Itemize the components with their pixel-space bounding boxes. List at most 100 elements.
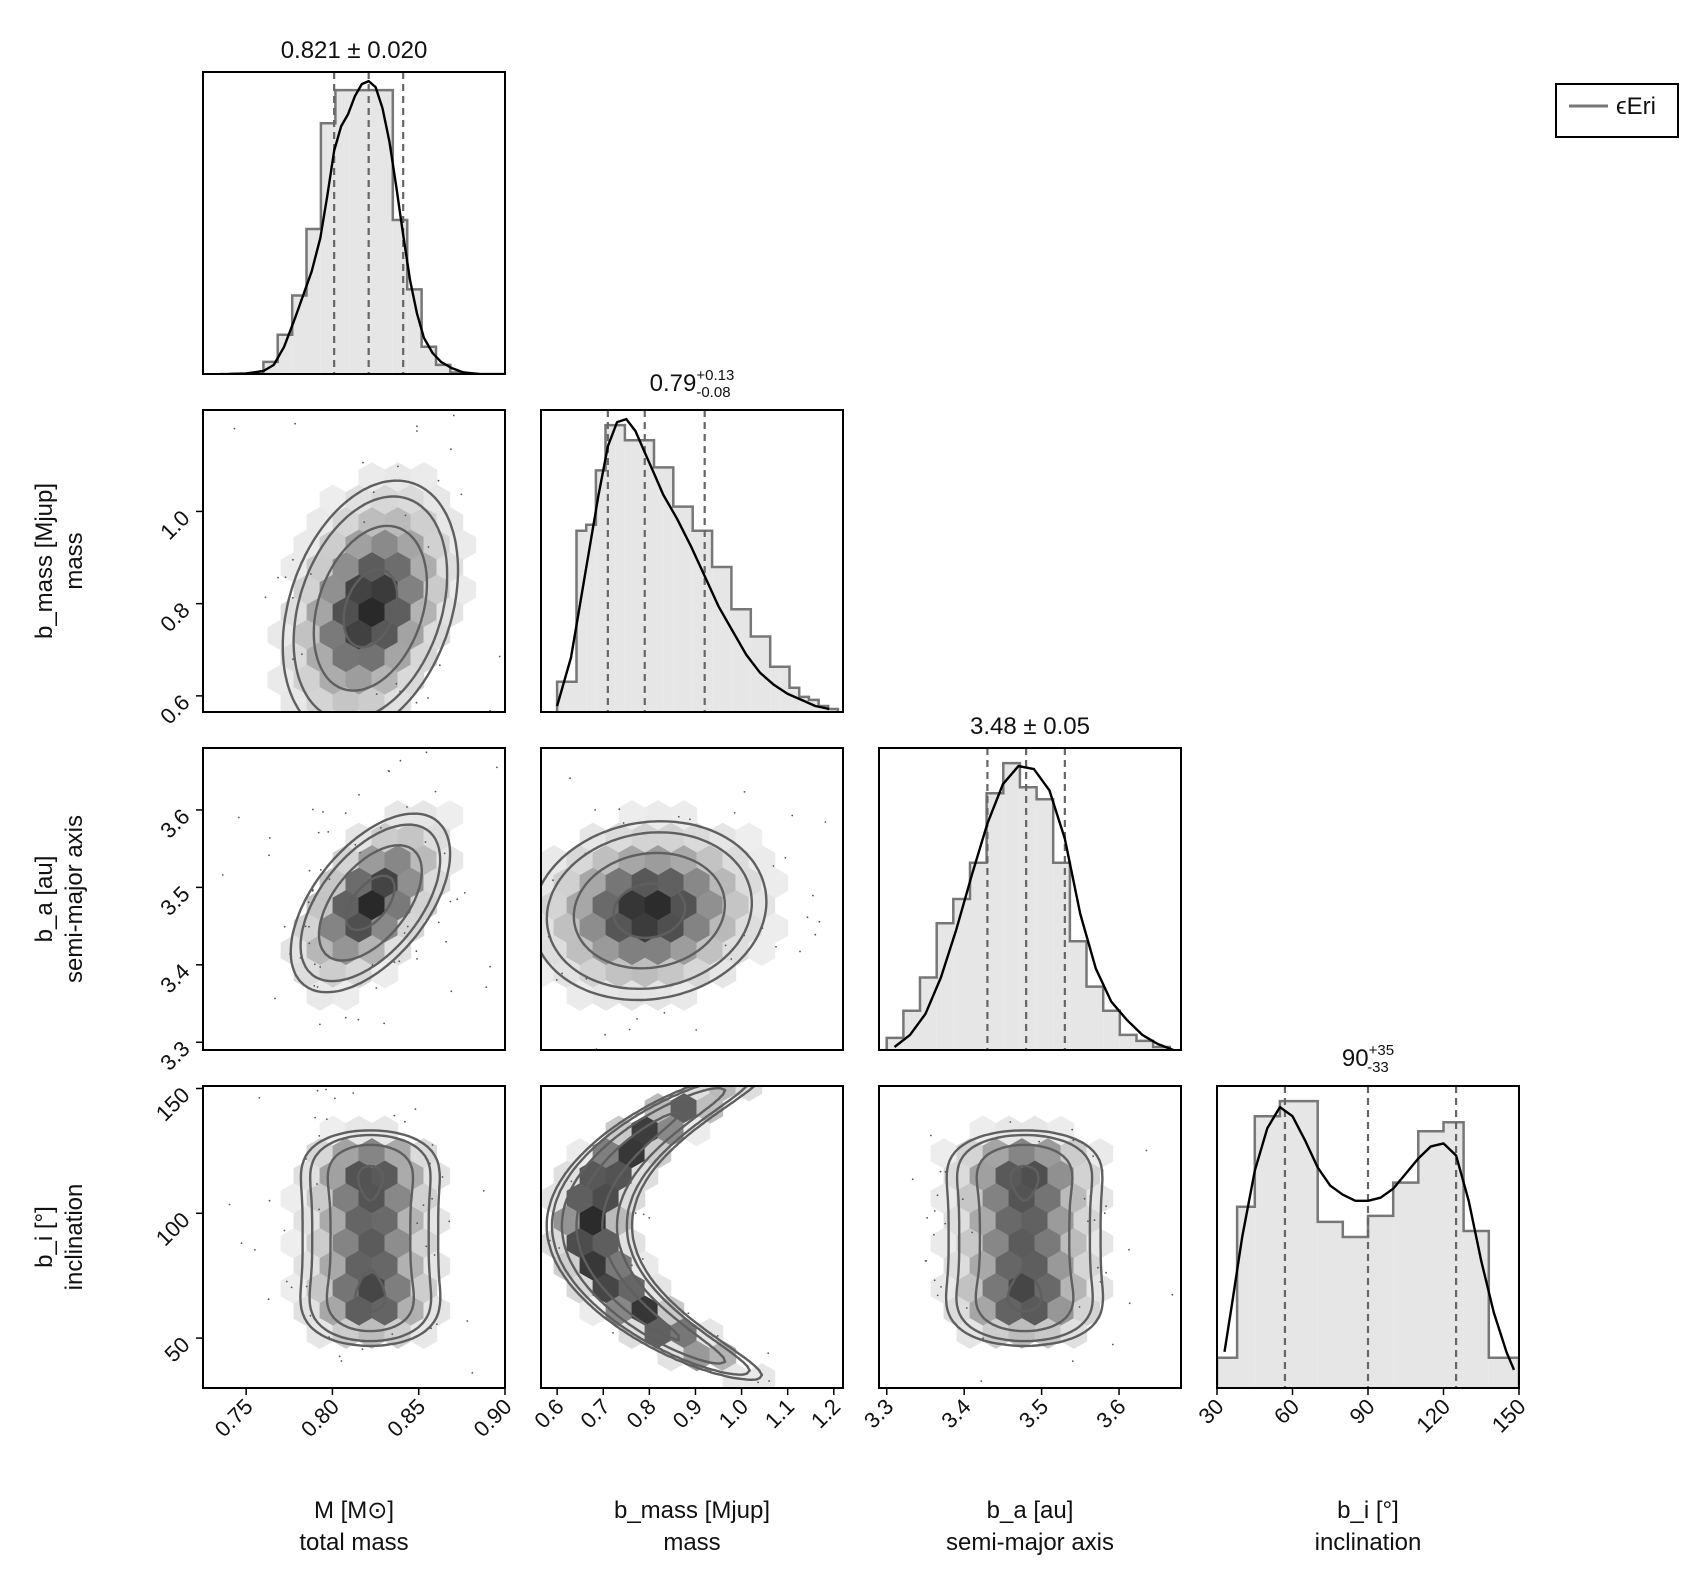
hexbin xyxy=(1047,1160,1075,1192)
sample-point xyxy=(1097,1266,1099,1269)
sample-point xyxy=(358,793,360,796)
hexbin xyxy=(345,484,373,516)
sample-point xyxy=(319,1023,321,1026)
sample-point xyxy=(475,754,477,756)
hexbin xyxy=(358,845,386,876)
hexbin xyxy=(748,845,776,876)
col-label-b-a-title: b_a [au] xyxy=(987,1497,1074,1524)
histogram-bar xyxy=(1254,1116,1280,1388)
histogram-panel-M xyxy=(220,72,505,374)
histogram-bar xyxy=(1217,1357,1238,1388)
sample-point xyxy=(933,1210,936,1212)
hexbin xyxy=(579,957,607,989)
density-contour xyxy=(572,851,727,970)
y-tick-label: 3.4 xyxy=(155,959,194,998)
x-tick-label: 1.0 xyxy=(714,1394,753,1433)
col-label-b-a-sub: semi-major axis xyxy=(946,1529,1114,1556)
x-tick-label: 3.6 xyxy=(1091,1394,1130,1433)
histogram-outline xyxy=(885,761,1172,1050)
col-label-M-title: M [M⊙] xyxy=(314,1497,394,1524)
sample-point xyxy=(427,546,430,548)
hexbin xyxy=(358,642,386,673)
hexbin xyxy=(345,1295,373,1327)
sample-point xyxy=(427,697,429,699)
row-label-b-i-sub: inclination xyxy=(61,1184,88,1291)
hexbin xyxy=(384,1138,412,1169)
sample-point xyxy=(325,1118,328,1120)
sample-point xyxy=(391,1333,394,1335)
histogram-bar xyxy=(886,1037,904,1050)
hexbin xyxy=(696,890,724,921)
hexbin xyxy=(930,1228,958,1259)
hexbin xyxy=(371,529,399,561)
sample-point xyxy=(312,808,314,811)
sample-point xyxy=(824,821,827,823)
histogram-bar xyxy=(1036,799,1054,1050)
sample-point xyxy=(463,892,466,894)
histogram-bar xyxy=(436,364,451,374)
kde-curve xyxy=(893,764,1174,1050)
sample-point xyxy=(423,765,425,767)
histogram-bar xyxy=(750,636,761,712)
hexbin xyxy=(1008,1273,1036,1304)
sample-point xyxy=(234,766,236,768)
sample-point xyxy=(812,894,814,897)
sample-point xyxy=(304,925,307,928)
sample-point xyxy=(965,1307,968,1309)
row-label-b-mass-sub: mass xyxy=(61,532,88,589)
density-contour xyxy=(612,882,687,940)
sample-point xyxy=(791,814,794,817)
sample-point xyxy=(925,1260,928,1262)
sample-point xyxy=(1093,1219,1096,1221)
sample-point xyxy=(1087,1220,1089,1223)
row-label-b-a-sub: semi-major axis xyxy=(61,815,88,983)
kde-curve xyxy=(228,79,480,374)
hexbin xyxy=(553,957,581,989)
sample-point xyxy=(292,558,294,561)
density-contour xyxy=(292,495,449,712)
sample-point xyxy=(529,823,531,825)
hexbin xyxy=(371,867,399,899)
histogram-bar xyxy=(1069,941,1087,1050)
hexbin xyxy=(354,709,364,712)
histogram-bar xyxy=(306,229,321,374)
sample-point xyxy=(724,944,727,947)
density-contour xyxy=(317,844,423,962)
sample-point xyxy=(634,1212,637,1214)
sample-point xyxy=(406,806,408,808)
sample-point xyxy=(317,831,320,834)
hexbin xyxy=(371,574,399,606)
sample-point xyxy=(456,898,459,901)
hexbin xyxy=(618,1138,646,1169)
sample-point xyxy=(1128,1302,1131,1305)
hexbin xyxy=(397,574,425,606)
hexbin xyxy=(982,1138,1010,1169)
sample-point xyxy=(397,465,399,468)
kde-curve xyxy=(1223,1105,1516,1371)
hexbin xyxy=(306,980,334,1011)
x-tick-label: 3.5 xyxy=(1014,1394,1053,1433)
sample-point xyxy=(466,1320,469,1322)
hexbin xyxy=(384,1183,412,1214)
sample-point xyxy=(552,879,554,882)
histogram-bar xyxy=(1368,1215,1394,1388)
sample-point xyxy=(390,778,392,780)
hexbin xyxy=(943,1205,971,1237)
sample-point xyxy=(221,301,223,303)
sample-point xyxy=(267,1298,270,1301)
sample-point xyxy=(472,1247,474,1249)
hexbin xyxy=(670,980,698,1011)
col-label-b-i-sub: inclination xyxy=(1315,1529,1422,1556)
sample-point xyxy=(326,729,328,731)
hexbin xyxy=(332,1183,360,1214)
sample-point xyxy=(1105,1205,1107,1208)
hexbin xyxy=(657,912,685,944)
hexbin xyxy=(332,1138,360,1169)
sample-point xyxy=(294,422,296,425)
histogram-bar xyxy=(936,923,954,1050)
hexbin xyxy=(592,1183,620,1214)
density-contour xyxy=(944,1129,1105,1348)
sample-point xyxy=(308,942,311,945)
hexbin xyxy=(592,1228,620,1259)
density-contour xyxy=(550,1086,751,1376)
